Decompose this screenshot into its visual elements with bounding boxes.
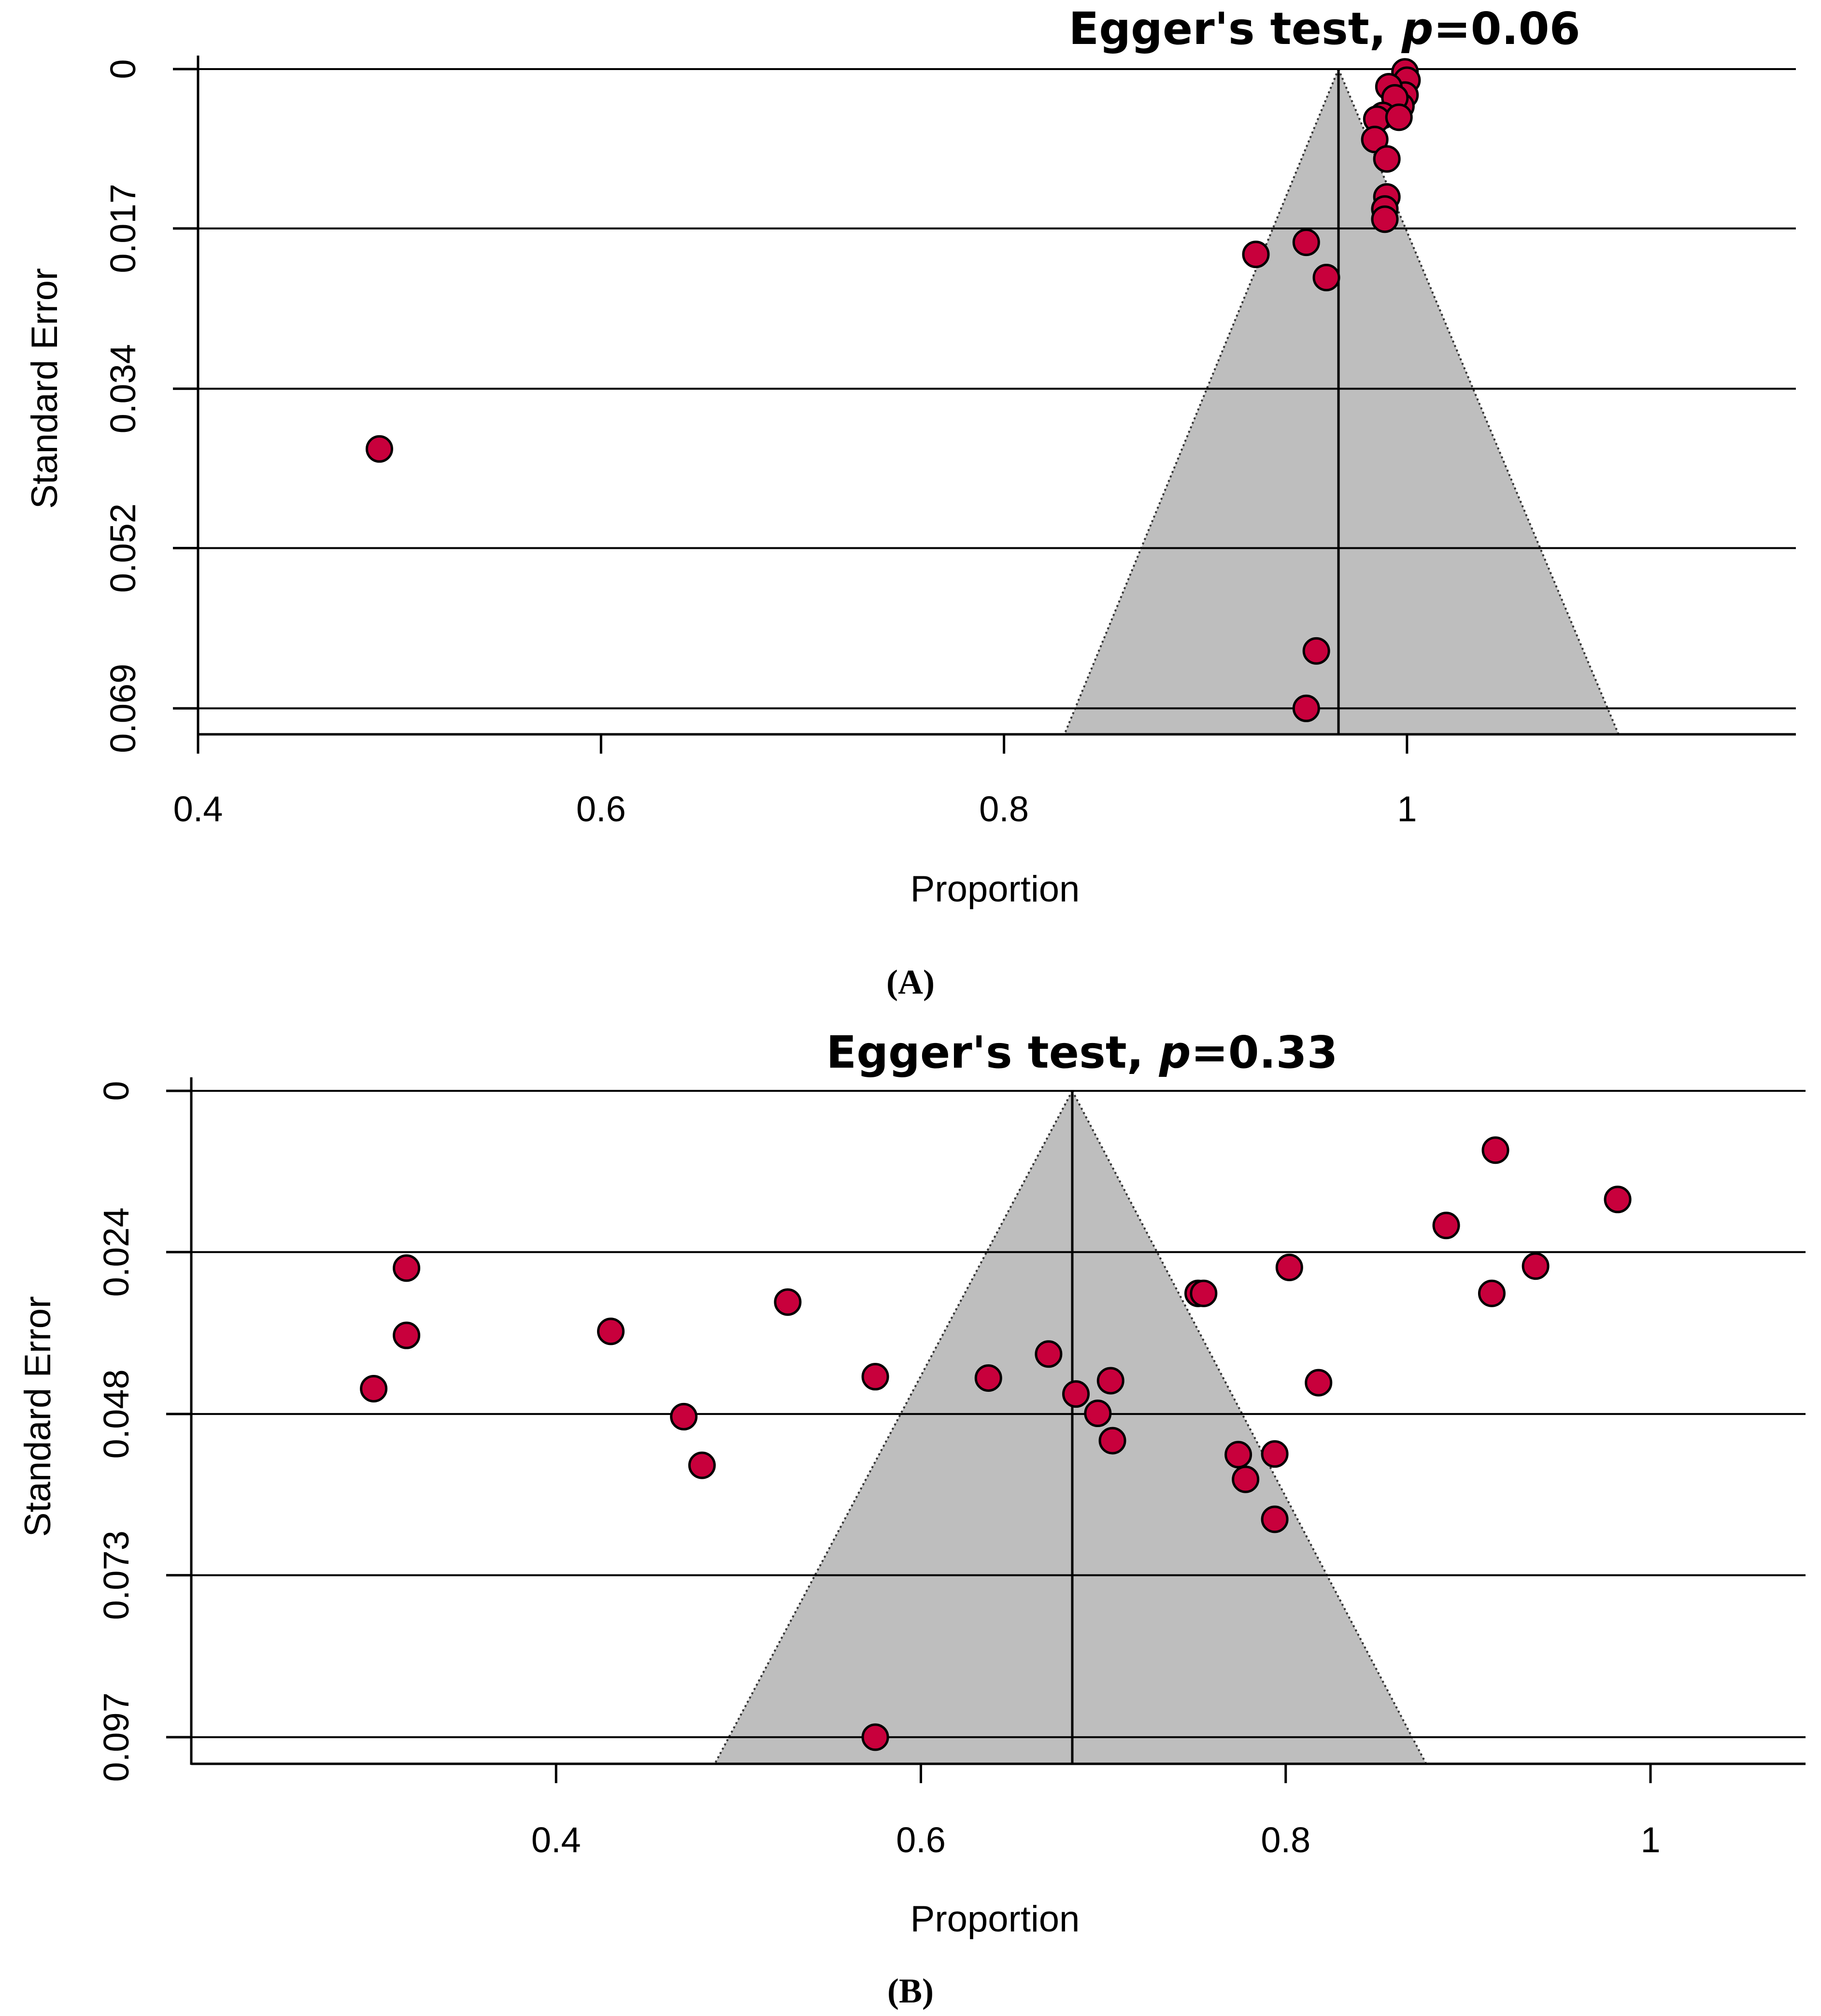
study-point-20	[1084, 1400, 1112, 1428]
study-point-9	[1190, 1279, 1218, 1307]
y-tick-label-4: 0.069	[103, 664, 143, 753]
x-tick-label-0: 0.4	[531, 1820, 581, 1860]
study-point-24	[1261, 1440, 1289, 1468]
study-point-16	[1096, 1367, 1124, 1395]
study-point-5	[1275, 1253, 1303, 1281]
x-tick-label-1: 0.6	[576, 789, 626, 829]
study-point-11	[393, 1321, 421, 1349]
y-tick-label-1: 0.017	[103, 184, 143, 273]
x-tick-label-2: 0.8	[1261, 1820, 1310, 1860]
chart-b-y-axis-title: Standard Error	[17, 1296, 58, 1537]
study-point-10	[1361, 126, 1389, 154]
study-point-18	[360, 1375, 388, 1403]
study-point-20	[1292, 694, 1320, 722]
y-tick-label-3: 0.073	[96, 1530, 136, 1620]
study-point-11	[1373, 145, 1401, 173]
study-point-27	[1261, 1505, 1289, 1533]
chart-a-x-axis-title: Proportion	[910, 869, 1080, 910]
x-tick-label-2: 0.8	[979, 789, 1029, 829]
study-point-13	[1035, 1340, 1063, 1368]
study-point-14	[861, 1363, 889, 1391]
study-point-17	[1312, 264, 1340, 292]
study-point-23	[1224, 1441, 1252, 1469]
funnel-region	[714, 1091, 1426, 1764]
chart-a-y-axis-title: Standard Error	[24, 268, 65, 509]
study-point-16	[1242, 241, 1270, 269]
study-point-14	[1371, 205, 1399, 233]
study-point-17	[1305, 1369, 1333, 1397]
funnel-plot-b: Egger's test, p=0.33 Proportion Standard…	[17, 1027, 1806, 2010]
study-point-21	[670, 1402, 698, 1430]
study-point-3	[1432, 1212, 1460, 1240]
study-point-18	[365, 435, 393, 463]
study-point-4	[393, 1254, 421, 1282]
y-tick-label-1: 0.024	[96, 1207, 136, 1297]
study-point-6	[1522, 1252, 1550, 1280]
study-point-1	[1481, 1136, 1509, 1164]
chart-b-title: Egger's test, p=0.33	[826, 1027, 1337, 1078]
y-tick-label-2: 0.034	[103, 344, 143, 433]
funnel-region	[1064, 69, 1619, 734]
study-point-12	[597, 1317, 625, 1345]
x-tick-label-3: 1	[1640, 1820, 1660, 1860]
funnel-left-bound	[1063, 69, 1339, 735]
funnel-right-bound	[1071, 1090, 1427, 1764]
y-tick-label-0: 0	[96, 1081, 136, 1101]
study-point-9	[1385, 103, 1413, 131]
study-point-15	[1292, 229, 1320, 257]
study-point-25	[1232, 1465, 1260, 1493]
panel-label-a: (A)	[886, 963, 935, 1001]
y-tick-label-3: 0.052	[103, 503, 143, 593]
x-tick-label-0: 0.4	[173, 789, 223, 829]
funnel-plot-a: Egger's test, p=0.06 Proportion Standard…	[24, 3, 1796, 1001]
y-tick-label-4: 0.097	[96, 1692, 136, 1782]
study-point-2	[1604, 1186, 1632, 1214]
x-tick-label-3: 1	[1397, 789, 1417, 829]
study-point-7	[1478, 1279, 1506, 1307]
funnel-left-bound	[714, 1090, 1073, 1764]
x-tick-label-1: 0.6	[896, 1820, 946, 1860]
study-point-22	[1098, 1427, 1126, 1455]
y-tick-label-2: 0.048	[96, 1369, 136, 1458]
study-point-26	[688, 1451, 716, 1479]
chart-b-x-axis-title: Proportion	[910, 1899, 1080, 1940]
y-tick-label-0: 0	[103, 59, 143, 79]
study-point-15	[974, 1364, 1002, 1392]
study-point-19	[1062, 1380, 1090, 1408]
study-point-19	[1302, 637, 1330, 665]
study-point-28	[861, 1723, 889, 1751]
study-point-10	[774, 1288, 802, 1316]
chart-a-title: Egger's test, p=0.06	[1068, 3, 1580, 55]
panel-label-b: (B)	[887, 1972, 934, 2010]
